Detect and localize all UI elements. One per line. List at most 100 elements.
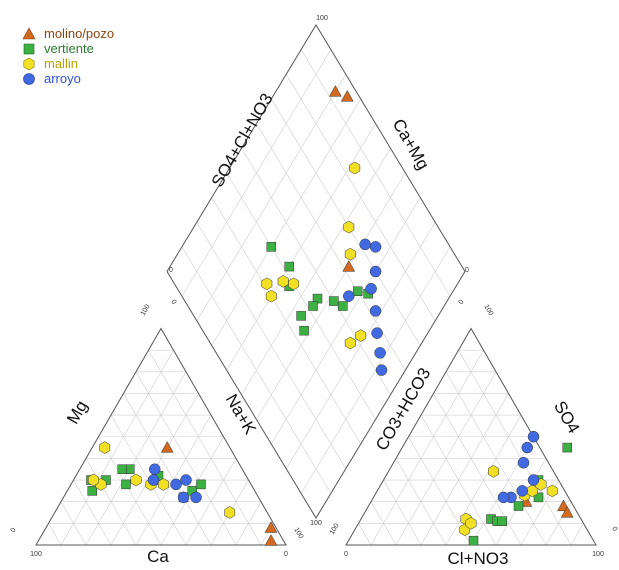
triangle-marker	[328, 85, 342, 97]
triangle-marker	[264, 521, 278, 533]
axis-title-ca-mg: Ca+Mg	[389, 116, 433, 173]
tick-label: 0	[169, 267, 173, 274]
grid-line	[383, 479, 422, 546]
triangle-marker	[560, 506, 574, 518]
hexagon-marker	[343, 220, 355, 234]
hexagon-marker	[88, 473, 99, 487]
tick-label: 100	[329, 522, 341, 536]
circle-marker	[374, 347, 386, 359]
legend-item: mallin	[22, 56, 114, 71]
axis-title-ca: Ca	[147, 547, 169, 566]
grid-line	[123, 393, 212, 546]
axis-title-mg: Mg	[63, 397, 91, 427]
grid-lines	[48, 49, 584, 546]
circle-marker	[516, 485, 528, 497]
tick-label: 100	[316, 15, 328, 22]
hexagon-marker	[130, 473, 142, 487]
circle-marker	[170, 478, 182, 491]
grid-line	[570, 523, 584, 546]
circle-marker	[521, 441, 533, 454]
square-marker-icon	[23, 43, 35, 54]
square-marker	[196, 479, 206, 490]
hexagon-marker	[99, 441, 111, 454]
grid-line	[98, 436, 162, 546]
tick-label: 0	[458, 299, 466, 306]
triangle-marker	[264, 534, 278, 546]
square-marker	[329, 296, 339, 306]
legend-item: arroyo	[22, 71, 114, 86]
triangle-marker	[160, 441, 174, 453]
grid-line	[370, 349, 484, 546]
tick-label: 100	[592, 551, 604, 558]
grid-line	[433, 393, 522, 546]
hexagon-marker	[349, 161, 361, 175]
circle-marker	[369, 305, 382, 317]
square-marker	[299, 325, 309, 336]
triangle-marker	[342, 260, 356, 272]
grid-line	[458, 349, 572, 546]
circle-marker-icon	[23, 72, 35, 85]
grid-line	[470, 436, 534, 546]
tick-label: 100	[30, 551, 42, 558]
grid-line	[395, 371, 497, 546]
axis-title-cl-no3: Cl+NO3	[448, 549, 509, 568]
square-marker	[121, 479, 131, 490]
circle-marker	[369, 241, 382, 253]
tick-label: 0	[10, 527, 18, 534]
square-marker	[497, 516, 507, 526]
circle-marker	[177, 491, 190, 504]
circle-marker	[497, 491, 510, 504]
square-marker	[533, 492, 544, 503]
legend-item: molino/pozo	[22, 26, 114, 41]
hexagon-marker	[344, 336, 356, 350]
grid-line	[445, 371, 547, 546]
hexagon-marker	[488, 465, 499, 478]
hexagon-marker	[344, 247, 356, 261]
grid-line	[135, 371, 237, 546]
grid-line	[48, 523, 62, 546]
circle-marker	[375, 364, 388, 376]
circle-marker	[359, 238, 371, 251]
circle-marker	[371, 327, 383, 339]
axis-title-so4: SO4	[550, 398, 583, 437]
chart-legend: molino/pozo vertiente mallin arroyo	[22, 26, 114, 86]
tick-label: 100	[310, 520, 322, 527]
legend-label: mallin	[44, 56, 78, 71]
hexagon-marker	[224, 506, 236, 519]
triangle-frame	[35, 327, 287, 546]
hexagon-marker	[265, 289, 277, 303]
hexagon-marker	[261, 277, 273, 291]
grid-line	[241, 148, 391, 395]
grid-line	[148, 349, 262, 546]
tick-label: 100	[292, 526, 304, 540]
legend-item: vertiente	[22, 41, 114, 56]
tick-label: 0	[344, 551, 348, 558]
grid-line	[60, 349, 174, 546]
legend-label: arroyo	[44, 71, 81, 86]
diamond-frame	[166, 24, 466, 519]
square-marker	[117, 464, 127, 474]
tick-label: 0	[169, 299, 177, 306]
grid-line	[256, 172, 406, 420]
tick-label: 0	[610, 526, 618, 533]
circle-marker	[527, 474, 540, 486]
circle-marker	[149, 463, 161, 475]
grid-line	[271, 98, 421, 346]
circle-marker	[343, 290, 355, 302]
square-marker	[296, 311, 306, 321]
hexagon-marker	[355, 329, 367, 342]
circle-marker	[190, 491, 202, 504]
tick-label: 0	[284, 551, 288, 558]
grid-line	[300, 49, 451, 297]
grid-line	[420, 393, 509, 546]
legend-label: vertiente	[44, 41, 94, 56]
square-marker	[338, 301, 348, 311]
grid-line	[73, 479, 112, 546]
grid-line	[85, 371, 187, 546]
hexagon-marker	[277, 275, 289, 288]
hexagon-marker	[465, 517, 477, 530]
circle-marker	[147, 474, 160, 486]
square-marker	[513, 501, 524, 511]
legend-label: molino/pozo	[44, 26, 115, 41]
